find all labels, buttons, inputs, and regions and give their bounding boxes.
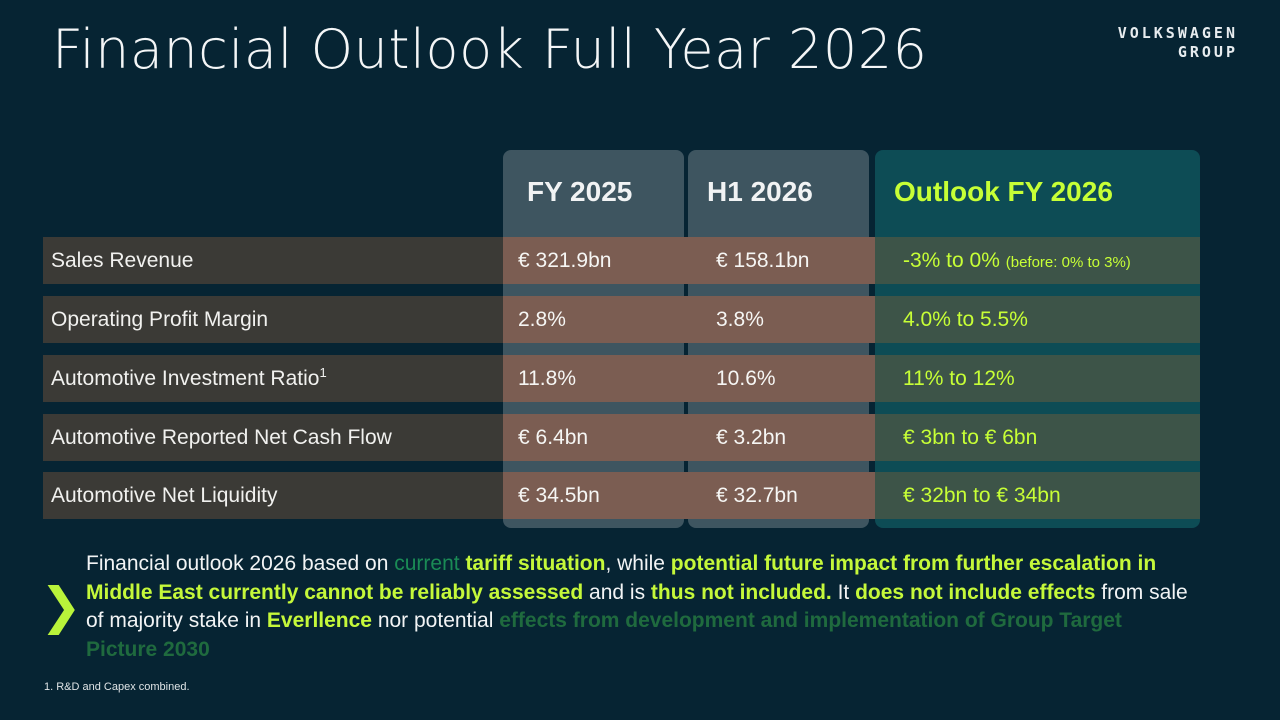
column-header-h12026: H1 2026: [707, 176, 813, 207]
row-label: Sales Revenue: [51, 249, 194, 272]
fy2025-value: € 321.9bn: [518, 249, 612, 272]
outlook-value: 11% to 12%: [903, 367, 1015, 390]
fy2025-value: 11.8%: [518, 367, 576, 390]
outlook-note: Financial outlook 2026 based on current …: [86, 552, 1188, 661]
h12026-value: 10.6%: [716, 367, 776, 390]
table-row-automotive-reported-net-cash-flow: Automotive Reported Net Cash Flow € 6.4b…: [43, 414, 1200, 461]
fy2025-value: 2.8%: [518, 308, 566, 331]
table-row-sales-revenue: Sales Revenue € 321.9bn € 158.1bn -3% to…: [43, 237, 1200, 284]
outlook-value: -3% to 0% (before: 0% to 3%): [903, 237, 1131, 284]
outlook-value: € 32bn to € 34bn: [903, 484, 1061, 507]
volkswagen-group-logo: VOLKSWAGEN GROUP: [1118, 24, 1238, 62]
logo-line2: GROUP: [1177, 43, 1238, 61]
h12026-value: € 32.7bn: [716, 484, 798, 507]
column-header-fy2025: FY 2025: [527, 176, 633, 207]
chevron-right-icon: ❯: [40, 577, 82, 635]
slide-title: Financial Outlook Full Year 2026: [52, 18, 928, 81]
footnote-marker: 1: [319, 365, 327, 380]
row-label: Automotive Reported Net Cash Flow: [51, 426, 392, 449]
row-label: Automotive Net Liquidity: [51, 484, 278, 507]
row-label: Automotive Investment Ratio1: [51, 365, 327, 390]
outlook-value: 4.0% to 5.5%: [903, 308, 1028, 331]
table-row-operating-profit-margin: Operating Profit Margin 2.8% 3.8% 4.0% t…: [43, 296, 1200, 343]
table-row-automotive-net-liquidity: Automotive Net Liquidity € 34.5bn € 32.7…: [43, 472, 1200, 519]
row-label: Operating Profit Margin: [51, 308, 269, 331]
h12026-value: 3.8%: [716, 308, 764, 331]
logo-line1: VOLKSWAGEN: [1117, 24, 1238, 42]
fy2025-value: € 6.4bn: [518, 426, 589, 449]
h12026-value: € 3.2bn: [716, 426, 787, 449]
h12026-value: € 158.1bn: [716, 249, 810, 272]
outlook-value: € 3bn to € 6bn: [903, 426, 1038, 449]
column-header-outlook: Outlook FY 2026: [894, 176, 1113, 207]
table-row-automotive-investment-ratio: Automotive Investment Ratio1 11.8% 10.6%…: [43, 355, 1200, 402]
footnote: 1. R&D and Capex combined.: [44, 681, 190, 693]
fy2025-value: € 34.5bn: [518, 484, 600, 507]
outlook-range: -3% to 0%: [903, 249, 1000, 272]
outlook-previous-note: (before: 0% to 3%): [1005, 254, 1131, 271]
